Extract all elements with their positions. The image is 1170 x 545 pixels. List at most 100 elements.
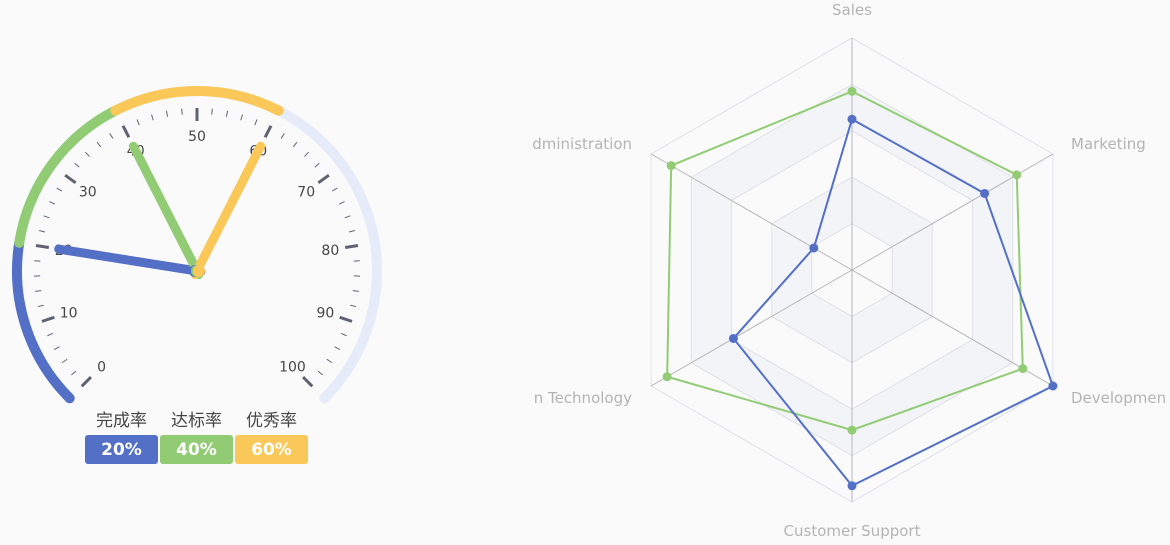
gauge-chart: 0102030405060708090100 完成率20%达标率40%优秀率60… (12, 86, 382, 464)
gauge-minor-tick (326, 358, 333, 364)
gauge-legend: 完成率 20% 达标率 40% 优秀率 60% (85, 411, 308, 464)
radar-axis-label: Customer Support (784, 522, 921, 540)
gauge-minor-tick (35, 290, 42, 292)
gauge-minor-tick (165, 110, 169, 117)
gauge-minor-tick (348, 229, 356, 233)
legend-value-box-completion (85, 435, 158, 464)
radar-axis-label: dministration (532, 135, 632, 153)
radar-series-blue-point (980, 188, 990, 198)
gauge-major-tick (344, 244, 359, 250)
gauge-major-tick (263, 125, 273, 139)
radar-series-green-point (1018, 364, 1028, 374)
gauge-minor-tick (240, 114, 243, 121)
gauge-track (12, 86, 382, 404)
gauge-major-tick (64, 173, 77, 185)
radar-series-blue-point (847, 114, 857, 124)
radar-spoke (650, 153, 853, 271)
gauge-major-tick (41, 315, 55, 323)
gauge-tick-label: 30 (79, 185, 97, 201)
gauge-tick-label: 0 (97, 359, 106, 375)
gauge-tick-label: 100 (279, 359, 306, 375)
gauge-major-tick (302, 376, 314, 388)
radar-grid (650, 37, 1054, 503)
gauge-major-tick (80, 376, 92, 388)
gauge-tick-label: 10 (60, 306, 78, 322)
radar-series-blue-point (728, 333, 738, 343)
gauge-minor-tick (211, 108, 213, 115)
radar-axis-label: Sales (832, 1, 872, 19)
gauge-minor-tick (292, 141, 298, 148)
gauge-minor-tick (280, 133, 285, 139)
gauge-tick-label: 90 (316, 306, 334, 322)
radar-axis-label: Marketing (1071, 135, 1146, 153)
radar-series-blue-point (1048, 381, 1058, 391)
gauge-minor-tick (109, 133, 114, 139)
gauge-minor-tick (340, 332, 347, 337)
radar-series-green-point (847, 425, 857, 435)
gauge-minor-tick (85, 151, 90, 157)
gauge-minor-tick (151, 114, 154, 121)
legend-title-excellent: 优秀率 (246, 411, 297, 431)
legend-title-standard: 达标率 (171, 411, 222, 431)
radar-series (662, 86, 1058, 491)
gauge-minor-tick (43, 215, 50, 219)
gauge-minor-tick (96, 141, 102, 148)
radar-axis-labels: Sales Marketing Developmen Customer Support… (532, 1, 1166, 540)
gauge-pointer-completion (54, 244, 206, 277)
gauge-minor-tick (338, 201, 345, 205)
legend-value-excellent: 60% (251, 440, 292, 460)
gauge-minor-tick (181, 108, 183, 115)
legend-value-completion: 20% (101, 440, 142, 460)
gauge-minor-tick (49, 201, 56, 205)
radar-chart: Sales Marketing Developmen Customer Support… (532, 1, 1166, 540)
gauge-pointer-cap (193, 265, 205, 277)
radar-series-green-point (847, 86, 857, 96)
legend-value-box-standard (160, 435, 233, 464)
gauge-minor-tick (344, 215, 351, 219)
gauge-progress-completion (12, 237, 75, 404)
gauge-minor-tick (352, 290, 359, 292)
gauge-major-tick (35, 244, 50, 250)
gauge-minor-tick (53, 346, 60, 350)
gauge-major-tick (317, 173, 330, 185)
gauge-minor-tick (37, 304, 44, 308)
gauge-ticks (34, 108, 360, 388)
radar-series-green-point (662, 372, 672, 382)
gauge-minor-tick (331, 187, 338, 192)
radar-axis-label: n Technology (534, 389, 632, 407)
gauge-minor-tick (47, 332, 54, 337)
radar-series-blue-point (847, 481, 857, 491)
gauge-tick-label: 50 (188, 129, 206, 145)
gauge-minor-tick (136, 119, 140, 126)
gauge-progress-excellent (110, 86, 284, 116)
gauge-minor-tick (334, 346, 341, 350)
radar-series-green-point (1012, 170, 1022, 180)
gauge-minor-tick (314, 162, 320, 168)
gauge-minor-tick (304, 151, 309, 157)
gauge-minor-tick (61, 358, 68, 364)
gauge-major-tick (121, 125, 131, 139)
radar-series-green-point (666, 161, 676, 171)
gauge-tick-label: 80 (321, 243, 339, 259)
gauge-pointers (54, 141, 266, 280)
radar-axis-label: Developmen (1071, 389, 1166, 407)
radar-series-blue-point (809, 243, 819, 253)
legend-value-standard: 40% (176, 440, 217, 460)
gauge-tick-label: 70 (297, 185, 315, 201)
gauge-pointer-standard (128, 141, 204, 280)
gauge-minor-tick (254, 119, 258, 126)
gauge-pointer-excellent (190, 141, 266, 280)
gauge-minor-tick (225, 110, 229, 117)
radar-spoke (650, 269, 853, 387)
gauge-minor-tick (71, 370, 77, 376)
gauge-major-tick (339, 315, 353, 323)
gauge-progress-standard (14, 105, 121, 248)
gauge-minor-tick (56, 187, 63, 192)
gauge-minor-tick (74, 162, 80, 168)
gauge-minor-tick (350, 304, 357, 308)
gauge-minor-tick (38, 229, 46, 233)
legend-title-completion: 完成率 (96, 411, 147, 431)
gauge-minor-tick (317, 370, 323, 376)
legend-value-box-excellent (235, 435, 308, 464)
